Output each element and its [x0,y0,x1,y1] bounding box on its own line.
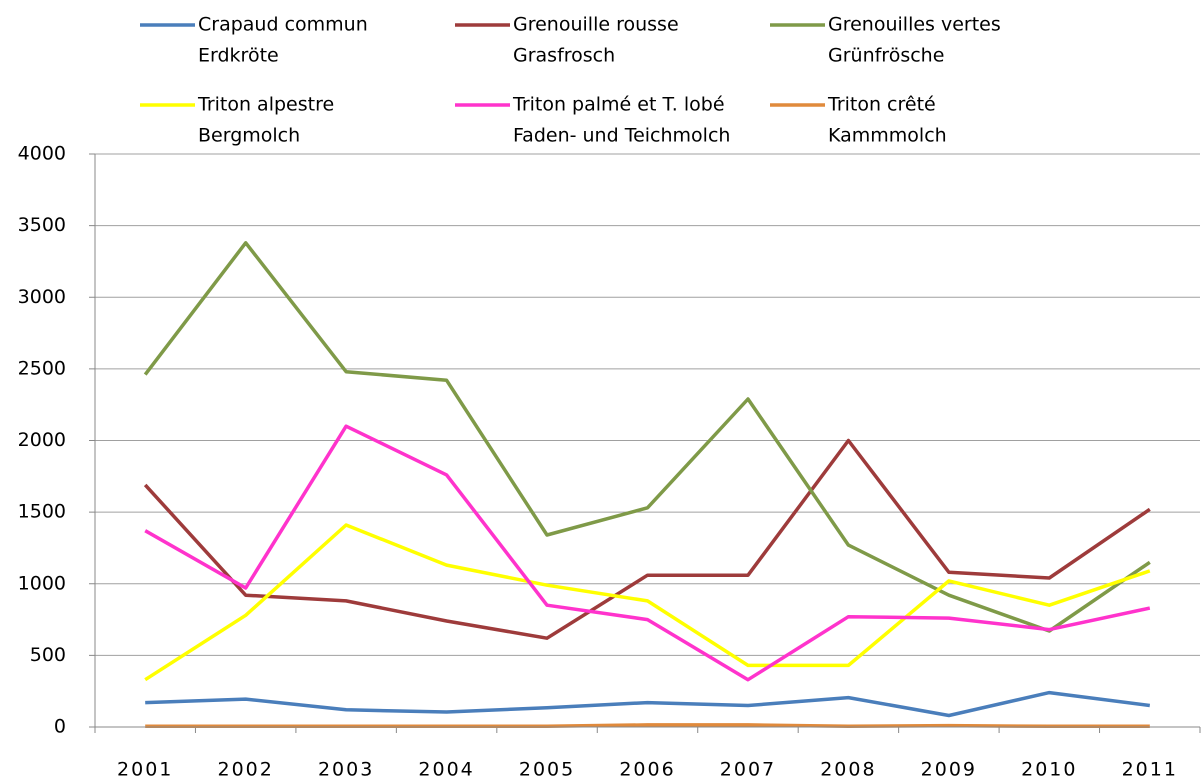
y-tick-label: 0 [54,716,66,738]
x-tick-label: 2006 [619,759,675,781]
series-line [143,438,1151,640]
legend-label: Grünfrösche [828,45,944,67]
x-tick-label: 2002 [218,759,274,781]
x-tick-label: 2009 [921,759,977,781]
legend-label: Grenouilles vertes [828,14,1001,36]
legend-label: Erdkröte [198,45,279,67]
legend-label: Kammmolch [828,125,947,147]
series-line [145,690,1151,718]
legend-label: Triton alpestre [197,94,334,116]
legend-label: Bergmolch [198,125,300,147]
legend-label: Triton crêté [827,94,936,116]
x-tick-label: 2007 [720,759,776,781]
y-tick-label: 3000 [18,286,66,308]
y-tick-label: 1500 [18,501,66,523]
y-tick-label: 2000 [18,429,66,451]
x-tick-label: 2011 [1122,759,1178,781]
series-line [144,424,1151,682]
series-line [143,241,1151,633]
y-tick-label: 2500 [18,357,66,379]
y-tick-label: 500 [30,644,66,666]
x-tick-label: 2004 [418,759,474,781]
legend-label: Crapaud commun [198,14,368,36]
x-tick-label: 2010 [1021,759,1077,781]
legend-label: Faden- und Teichmolch [513,125,730,147]
x-tick-label: 2008 [820,759,876,781]
series-line [144,523,1151,682]
legend-label: Grasfrosch [513,45,615,67]
x-tick-label: 2001 [117,759,173,781]
y-tick-label: 3500 [18,214,66,236]
y-tick-label: 1000 [18,572,66,594]
series-line [145,723,1150,729]
y-tick-label: 4000 [18,143,66,165]
x-tick-label: 2003 [318,759,374,781]
x-tick-label: 2005 [519,759,575,781]
legend-label: Grenouille rousse [513,14,679,36]
legend-label: Triton palmé et T. lobé [512,94,725,116]
